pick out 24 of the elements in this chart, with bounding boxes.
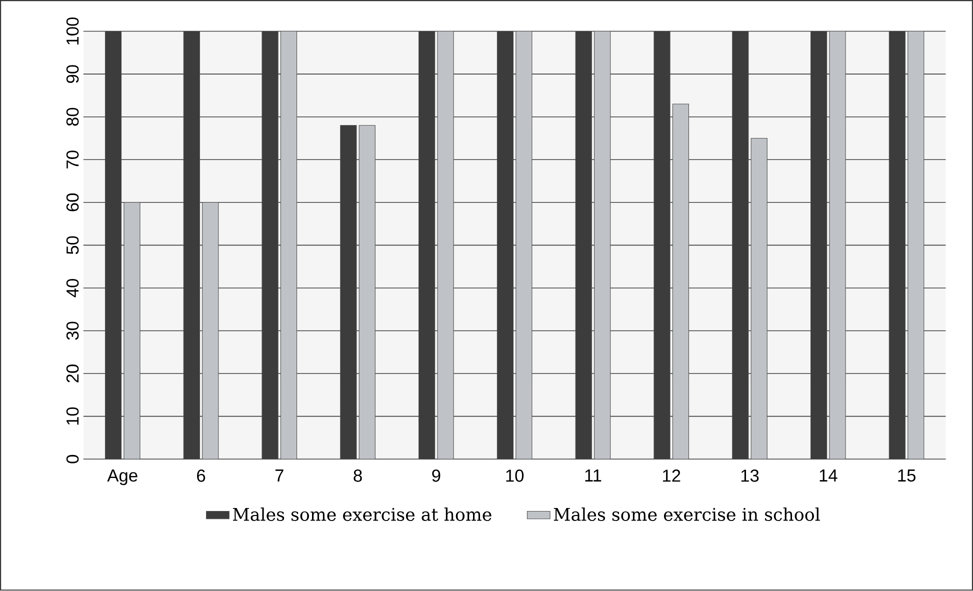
y-tick-label: 70 (66, 150, 79, 169)
x-tick-label: 10 (506, 470, 524, 482)
y-tick-label: 0 (66, 455, 79, 464)
y-tick-label: 50 (66, 236, 79, 254)
legend-label: Males some exercise at home (232, 508, 492, 522)
x-tick-label: 8 (354, 470, 362, 482)
y-tick-label: 60 (66, 194, 79, 212)
y-tick-label: 30 (66, 322, 79, 340)
x-tick-label: 14 (820, 470, 838, 482)
x-tick-label: 9 (432, 470, 440, 482)
legend-label: Males some exercise in school (554, 508, 820, 522)
x-tick-label: 13 (741, 470, 759, 482)
x-tick-label: Age (107, 470, 138, 486)
x-tick-label: 11 (585, 470, 602, 482)
x-tick-label: 12 (663, 470, 680, 482)
x-tick-label: 15 (898, 470, 916, 482)
y-tick-label: 20 (66, 364, 79, 382)
y-tick-label: 80 (66, 108, 79, 126)
x-tick-label: 6 (197, 470, 206, 482)
y-tick-label: 10 (66, 407, 79, 425)
x-tick-label: 7 (275, 470, 284, 482)
y-tick-label: 100 (66, 18, 79, 45)
y-tick-label: 90 (66, 65, 79, 84)
y-tick-label: 40 (66, 279, 79, 298)
